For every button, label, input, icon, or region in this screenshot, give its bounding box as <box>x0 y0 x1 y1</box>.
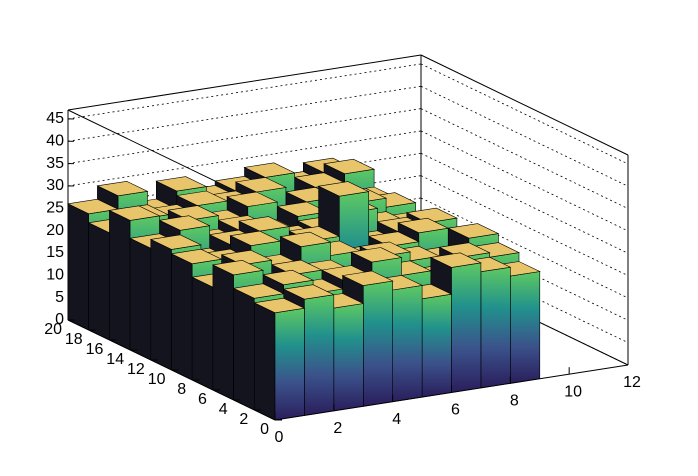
z-tick-label: 45 <box>46 110 64 127</box>
bar-top-face <box>276 201 329 217</box>
z-tick-label: 30 <box>46 177 64 194</box>
z-tick-label: 40 <box>46 132 64 149</box>
bar-top-face <box>405 207 458 224</box>
x-tick-label: 6 <box>451 402 460 419</box>
bar-top-face <box>232 283 285 299</box>
grid-line <box>420 219 629 321</box>
grid-line <box>420 130 629 232</box>
bar-left-face <box>233 287 255 411</box>
bar-top-face <box>429 252 482 268</box>
grid-line <box>420 85 629 187</box>
grid-line <box>420 152 629 254</box>
y-tick-label: 2 <box>239 411 248 428</box>
bar-front-face <box>421 293 452 398</box>
bar-left-face <box>254 302 276 421</box>
bar-top-face <box>170 248 223 265</box>
x-tick-label: 10 <box>564 383 582 400</box>
bar-top-face <box>149 234 202 250</box>
bar-top-face <box>447 223 500 239</box>
y-tick-label: 18 <box>65 331 83 348</box>
bar-front-face <box>274 307 305 421</box>
y-tick-label: 0 <box>260 421 269 438</box>
bar-top-face <box>279 231 332 248</box>
bar-left-face <box>150 238 172 371</box>
bar-top-face <box>367 231 420 247</box>
z-tick-label: 10 <box>46 267 64 284</box>
x-tick-label: 2 <box>333 420 342 437</box>
bar-top-face <box>108 205 161 221</box>
grid-line <box>420 197 629 299</box>
x-tick-label: 0 <box>275 429 284 446</box>
bar-top-face <box>350 247 403 263</box>
grid-line <box>67 85 422 142</box>
x-tick-label: 12 <box>623 374 641 391</box>
bar-top-face <box>282 284 335 300</box>
z-tick-label: 0 <box>55 311 64 328</box>
bar-top-face <box>253 297 306 314</box>
bar-front-face <box>304 294 335 416</box>
z-tick-label: 25 <box>46 200 64 217</box>
y-tick-label: 20 <box>44 321 62 338</box>
bar-top-face <box>397 217 450 234</box>
box-edge <box>67 54 422 111</box>
bar <box>253 297 306 421</box>
y-tick-label: 4 <box>219 401 228 418</box>
y-tick-label: 16 <box>86 341 104 358</box>
bar-top-face <box>175 190 229 206</box>
z-tick-label: 5 <box>55 289 64 306</box>
bar-top-face <box>238 216 291 232</box>
box-edge <box>420 54 629 156</box>
bar-top-face <box>67 198 120 215</box>
bar-front-face <box>509 271 541 384</box>
bar-top-face <box>317 181 370 197</box>
z-tick-label: 15 <box>46 244 64 261</box>
bar-left-face <box>67 203 89 331</box>
y-tick-label: 10 <box>148 371 166 388</box>
bar-top-face <box>229 230 282 247</box>
bar-left-face <box>191 276 214 391</box>
z-tick-label: 20 <box>46 222 64 239</box>
bar-front-face <box>451 262 482 393</box>
bar-top-face <box>323 158 376 175</box>
bar-top-face <box>226 191 279 207</box>
z-tick-label: 35 <box>46 155 64 172</box>
y-tick-label: 6 <box>198 391 207 408</box>
grid-line <box>420 175 629 276</box>
bar-top-face <box>341 270 394 286</box>
bar-front-face <box>333 303 364 412</box>
bar-top-face <box>155 176 208 192</box>
grid-line <box>67 63 422 120</box>
y-tick-label: 8 <box>177 381 186 398</box>
bar-left-face <box>171 253 193 381</box>
bar-front-face <box>480 266 511 389</box>
bar-top-face <box>158 215 211 231</box>
grid-line <box>420 63 629 165</box>
bar-left-face <box>109 209 131 351</box>
bar-front-face <box>392 285 423 403</box>
bar-top-face <box>234 177 287 193</box>
bar-top-face <box>262 269 315 286</box>
bar-left-face <box>212 264 234 401</box>
bar-top-face <box>211 259 264 276</box>
bar-top-face <box>270 259 323 276</box>
bar-left-face <box>129 237 152 361</box>
bar-top-face <box>96 180 149 197</box>
grid-line <box>420 108 629 209</box>
bar-top-face <box>243 162 296 178</box>
bar-left-face <box>88 222 110 341</box>
bar-front-face <box>362 280 394 407</box>
x-tick-label: 8 <box>510 393 519 410</box>
bar-top-face <box>438 242 491 258</box>
y-tick-label: 12 <box>127 361 145 378</box>
bar-top-face <box>220 249 273 266</box>
grid-line <box>420 242 629 344</box>
y-tick-label: 14 <box>106 351 124 368</box>
x-tick-label: 4 <box>392 411 401 428</box>
bar-top-face <box>167 205 220 221</box>
